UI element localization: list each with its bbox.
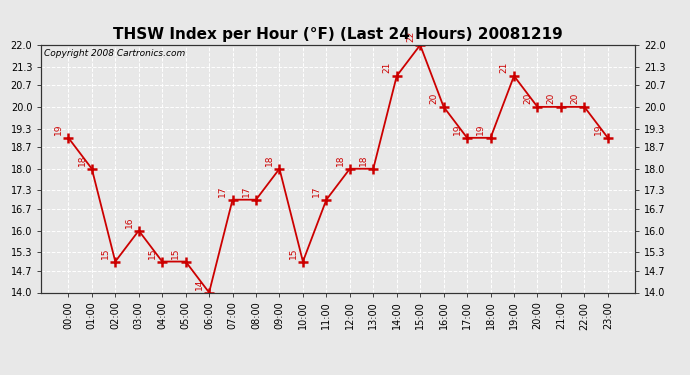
Text: 18: 18 xyxy=(265,154,274,166)
Text: 20: 20 xyxy=(570,93,579,104)
Text: 21: 21 xyxy=(500,62,509,73)
Text: 16: 16 xyxy=(124,216,133,228)
Title: THSW Index per Hour (°F) (Last 24 Hours) 20081219: THSW Index per Hour (°F) (Last 24 Hours)… xyxy=(113,27,563,42)
Text: 22: 22 xyxy=(406,31,415,42)
Text: 15: 15 xyxy=(171,247,180,259)
Text: 14: 14 xyxy=(195,278,204,290)
Text: 20: 20 xyxy=(429,93,438,104)
Text: 15: 15 xyxy=(148,247,157,259)
Text: 18: 18 xyxy=(359,154,368,166)
Text: 18: 18 xyxy=(77,154,87,166)
Text: 15: 15 xyxy=(288,247,297,259)
Text: 20: 20 xyxy=(546,93,555,104)
Text: 17: 17 xyxy=(218,185,227,197)
Text: 21: 21 xyxy=(382,62,391,73)
Text: 19: 19 xyxy=(453,123,462,135)
Text: 19: 19 xyxy=(54,123,63,135)
Text: 17: 17 xyxy=(241,185,250,197)
Text: 19: 19 xyxy=(593,123,602,135)
Text: 18: 18 xyxy=(335,154,344,166)
Text: 15: 15 xyxy=(101,247,110,259)
Text: 19: 19 xyxy=(476,123,485,135)
Text: 17: 17 xyxy=(312,185,321,197)
Text: 20: 20 xyxy=(523,93,532,104)
Text: Copyright 2008 Cartronics.com: Copyright 2008 Cartronics.com xyxy=(44,49,186,58)
